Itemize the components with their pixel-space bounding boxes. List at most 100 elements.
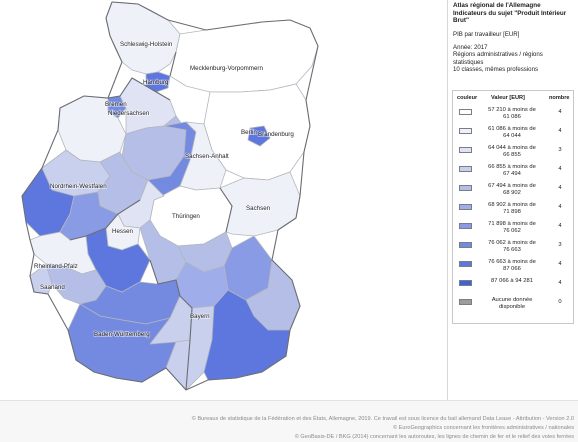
region-rlp-koblenz[interactable] (29, 231, 97, 275)
legend-count: 3 (558, 147, 562, 153)
legend-range-line-1: Aucune donnée (491, 297, 533, 303)
legend-count: 4 (558, 261, 562, 267)
legend-row[interactable]: 57 210 à moins de 61 086 4 (453, 107, 573, 125)
label-brandenburg: Brandenburg (258, 131, 294, 138)
legend-count: 3 (558, 242, 562, 248)
legend-range-line-2: 64 044 (503, 132, 521, 139)
legend-count: 4 (558, 128, 562, 134)
legend-row[interactable]: 68 902 à moins de 71 898 4 (453, 202, 573, 220)
legend-range-line-2: 76 062 (503, 227, 521, 234)
legend-header-color: couleur (457, 95, 478, 101)
legend-row[interactable]: 61 086 à moins de 64 044 4 (453, 126, 573, 144)
legend-row[interactable]: 76 663 à moins de 87 066 4 (453, 259, 573, 277)
label-bremen: Bremen (105, 101, 127, 108)
legend-range-line-1: 57 210 à moins de (488, 107, 536, 113)
legend-range: 57 210 à moins de 61 086 (481, 107, 543, 120)
germany-map-svg[interactable]: Schleswig-Holstein Hamburg Mecklenburg-V… (0, 0, 446, 400)
legend-count: 4 (558, 166, 562, 172)
legend-row[interactable]: 66 855 à moins de 67 494 4 (453, 164, 573, 182)
legend-row[interactable]: 67 494 à moins de 68 902 4 (453, 183, 573, 201)
legend-range-line-2: disponible (498, 303, 526, 310)
legend-swatch (459, 242, 472, 248)
legend-range: 64 044 à moins de 66 855 (481, 145, 543, 158)
legend-range-line-1: 66 855 à moins de (488, 164, 536, 170)
legend-range-line-1: 76 663 à moins de (488, 259, 536, 265)
legend-range-line-2: 87 066 (503, 265, 521, 272)
legend-range: 68 902 à moins de 71 898 (481, 202, 543, 215)
panel-title-line-3: Brut" (453, 17, 469, 25)
border-bw-bayern (149, 259, 193, 391)
legend-row[interactable]: 87 066 à 94 281 4 (453, 278, 573, 296)
legend-swatch (459, 109, 472, 115)
label-berlin: Berlin (241, 129, 257, 136)
panel-title-line-1: Atlas régional de l'Allemagne (453, 2, 541, 9)
legend-row[interactable]: 76 062 à moins de 76 663 3 (453, 240, 573, 258)
attribution-line-3: © GeoBasis-DE / BKG (2014) concernant le… (294, 434, 574, 440)
legend-count: 4 (558, 185, 562, 191)
border-sh-mv (169, 51, 177, 77)
legend-swatch (459, 261, 472, 267)
panel-title-line-2: Indicateurs du sujet "Produit Intérieur (453, 9, 567, 17)
legend-range: 66 855 à moins de 67 494 (481, 164, 543, 177)
legend-range: 76 062 à moins de 76 663 (481, 240, 543, 253)
legend-range-line-1: 61 086 à moins de (488, 126, 536, 132)
legend-range: 61 086 à moins de 64 044 (481, 126, 543, 139)
label-baden-wuerttemberg: Baden-Württemberg (94, 331, 150, 338)
legend-count: 4 (558, 223, 562, 229)
border-germany-outline (21, 1, 319, 391)
label-mecklenburg-vorpommern: Mecklenburg-Vorpommern (190, 65, 263, 72)
attribution-line-2: © EuroGeographics concernant les frontiè… (392, 425, 574, 431)
label-hessen: Hessen (112, 228, 134, 235)
legend-range: 76 663 à moins de 87 066 (481, 259, 543, 272)
label-sachsen: Sachsen (246, 205, 271, 212)
legend-swatch (459, 166, 472, 172)
label-rheinland-pfalz: Rheinland-Pfalz (34, 263, 78, 270)
legend-range: 67 494 à moins de 68 902 (481, 183, 543, 196)
legend-range-line-1: 64 044 à moins de (488, 145, 536, 151)
label-schleswig-holstein: Schleswig-Holstein (120, 41, 173, 48)
legend-range-line-2: 66 855 (503, 151, 521, 158)
legend-range: Aucune donnée disponible (481, 297, 543, 310)
region-berlin[interactable] (247, 125, 271, 147)
label-nordrhein-westfalen: Nordrhein-Westfalen (50, 183, 107, 190)
legend-swatch (459, 128, 472, 134)
legend-range-line-2: 71 898 (503, 208, 521, 215)
legend-range: 87 066 à 94 281 (481, 278, 543, 285)
legend-swatch (459, 280, 472, 286)
label-sachsen-anhalt: Sachsen-Anhalt (185, 153, 229, 160)
year-text: Année: 2017 (453, 44, 488, 52)
label-saarland: Saarland (40, 284, 65, 291)
label-bayern: Bayern (190, 313, 210, 320)
label-niedersachsen: Niedersachsen (108, 110, 150, 117)
legend-range-line-2: 67 494 (503, 170, 521, 177)
legend-count: 4 (558, 109, 562, 115)
legend-count: 0 (558, 299, 562, 305)
indicator-name: PIB par travailleur [EUR] (453, 30, 520, 38)
legend-count: 4 (558, 280, 562, 286)
choropleth-map[interactable]: Schleswig-Holstein Hamburg Mecklenburg-V… (0, 0, 446, 400)
legend-swatch (459, 147, 472, 153)
label-thueringen: Thüringen (172, 213, 200, 220)
legend-swatch (459, 223, 472, 229)
attribution-footer: © Bureaux de statistique de la Fédératio… (0, 400, 578, 442)
classes-text: 10 classes, mêmes professions (453, 65, 539, 73)
legend-row[interactable]: Aucune donnée disponible 0 (453, 297, 573, 315)
legend-count: 4 (558, 204, 562, 210)
legend-range-line-1: 87 066 à 94 281 (491, 278, 533, 284)
legend-range-line-2: 61 086 (503, 113, 521, 120)
border-thueringen-sachsen (219, 187, 233, 233)
legend-header-count: nombre (549, 95, 570, 101)
legend-row[interactable]: 64 044 à moins de 66 855 3 (453, 145, 573, 163)
legend-swatch (459, 204, 472, 210)
label-hamburg: Hamburg (143, 79, 169, 86)
legend-range-line-1: 68 902 à moins de (488, 202, 536, 208)
regions-text-2: statistiques (453, 58, 484, 66)
legend-range-line-2: 76 663 (503, 246, 521, 253)
attribution-line-1: © Bureaux de statistique de la Fédératio… (191, 416, 574, 422)
border-ni-north (107, 77, 171, 101)
map-legend: couleur Valeur [EUR] nombre 57 210 à moi… (452, 90, 574, 324)
legend-range-line-1: 67 494 à moins de (488, 183, 536, 189)
legend-header-value: Valeur [EUR] (491, 95, 525, 101)
regions-text-1: Régions administratives / régions (453, 51, 543, 59)
legend-row[interactable]: 71 898 à moins de 76 062 4 (453, 221, 573, 239)
